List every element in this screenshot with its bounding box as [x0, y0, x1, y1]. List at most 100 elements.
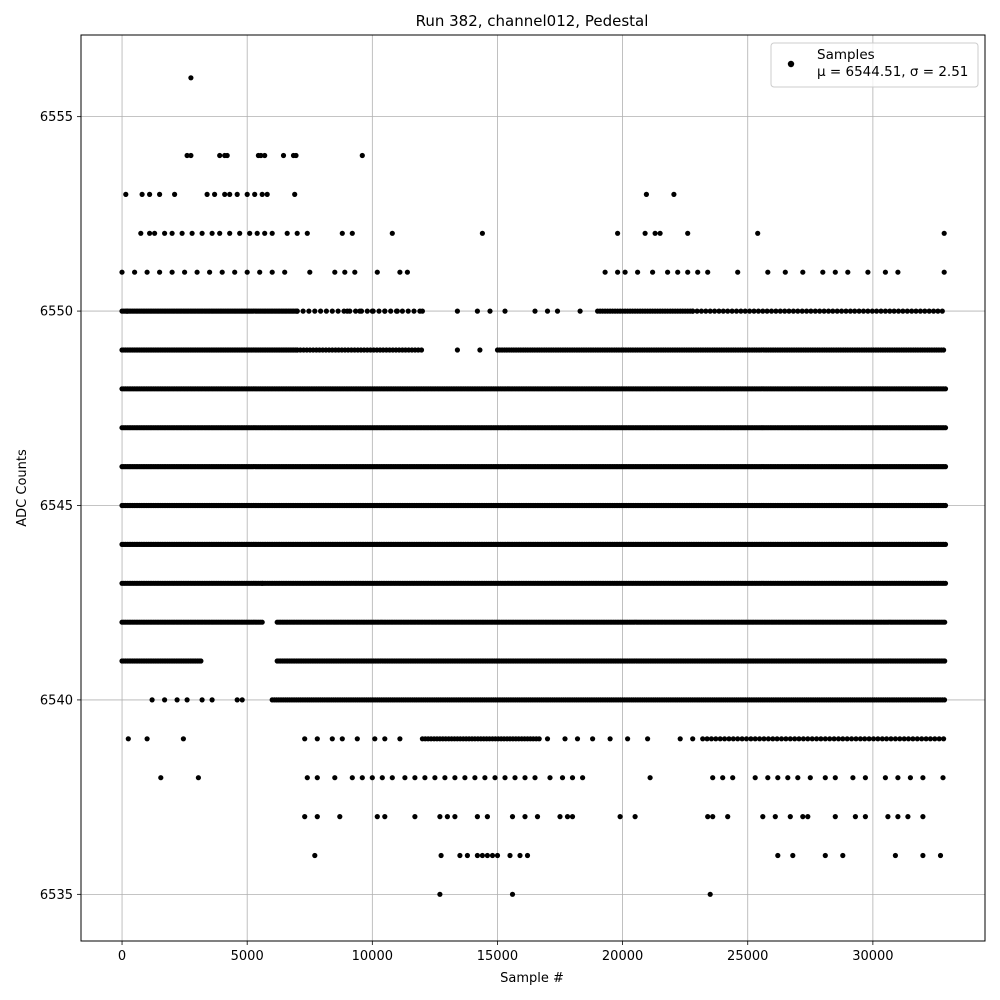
data-point	[462, 775, 468, 781]
data-point	[300, 308, 306, 314]
data-point	[517, 852, 523, 859]
data-point	[941, 347, 947, 353]
data-point	[217, 152, 223, 159]
data-point	[942, 386, 949, 392]
data-point	[532, 308, 538, 314]
data-point	[752, 775, 758, 781]
data-point	[412, 775, 418, 781]
data-point	[574, 736, 581, 742]
data-point	[755, 230, 761, 236]
data-point	[544, 736, 551, 742]
data-point	[172, 191, 178, 197]
data-point	[665, 269, 671, 275]
data-point	[157, 191, 163, 197]
data-point	[199, 230, 205, 236]
data-point	[294, 308, 300, 314]
data-point	[209, 697, 215, 703]
data-point	[219, 269, 225, 275]
data-point	[765, 269, 771, 275]
data-point	[452, 775, 458, 781]
data-point	[507, 852, 513, 859]
data-point	[615, 269, 621, 275]
data-point	[590, 736, 596, 742]
data-point	[482, 775, 488, 781]
data-point	[800, 814, 806, 820]
data-point	[179, 230, 185, 236]
data-point	[554, 308, 561, 314]
data-point	[477, 347, 483, 353]
data-point	[502, 308, 508, 314]
y-tick-label: 6540	[40, 693, 73, 708]
x-tick-label: 10000	[352, 949, 393, 964]
data-point	[244, 191, 250, 197]
data-point	[807, 775, 813, 781]
data-point	[227, 191, 233, 197]
data-point	[222, 191, 228, 197]
data-point	[632, 814, 638, 820]
data-point	[332, 775, 338, 781]
data-point	[730, 775, 736, 781]
data-point	[536, 736, 542, 742]
data-point	[547, 775, 553, 781]
data-point	[217, 230, 223, 236]
data-points	[119, 75, 949, 897]
data-point	[937, 852, 944, 859]
data-point	[337, 814, 343, 820]
data-point	[284, 230, 290, 236]
data-point	[364, 308, 370, 314]
data-point	[643, 191, 650, 197]
data-point	[454, 308, 460, 314]
data-point	[359, 152, 365, 159]
data-point	[169, 230, 175, 236]
data-point	[174, 697, 180, 703]
data-point	[212, 191, 218, 197]
data-point	[832, 269, 838, 275]
data-point	[204, 191, 210, 197]
data-point	[941, 697, 948, 703]
data-point	[399, 308, 405, 314]
data-point	[690, 736, 696, 742]
data-point	[487, 308, 493, 314]
data-point	[775, 852, 781, 859]
data-point	[332, 269, 338, 275]
data-point	[382, 736, 388, 742]
data-point	[372, 736, 378, 742]
data-point	[895, 775, 901, 781]
data-point	[188, 152, 194, 159]
data-point	[280, 152, 287, 159]
legend: Samples μ = 6544.51, σ = 2.51	[770, 42, 979, 88]
data-point	[162, 697, 168, 703]
data-point	[942, 541, 949, 548]
data-point	[832, 775, 838, 781]
data-point	[484, 814, 490, 820]
data-point	[369, 775, 375, 781]
data-point	[941, 230, 947, 236]
data-point	[805, 814, 811, 820]
data-point	[522, 814, 528, 820]
data-point	[239, 697, 245, 703]
data-point	[710, 814, 716, 820]
data-point	[314, 775, 320, 781]
data-point	[907, 775, 914, 781]
data-point	[125, 736, 131, 742]
data-point	[382, 814, 388, 820]
data-point	[942, 502, 949, 509]
data-point	[707, 891, 713, 897]
data-point	[389, 230, 395, 236]
data-point	[144, 736, 150, 742]
data-point	[180, 736, 186, 742]
data-point	[329, 308, 335, 314]
data-point	[882, 775, 889, 781]
legend-stats: μ = 6544.51, σ = 2.51	[817, 64, 968, 80]
data-point	[479, 852, 485, 859]
data-point	[492, 775, 498, 781]
data-point	[405, 308, 411, 314]
data-point	[625, 736, 631, 742]
data-point	[292, 191, 298, 197]
data-point	[388, 308, 394, 314]
data-point	[247, 230, 253, 236]
data-point	[379, 775, 385, 781]
data-point	[259, 619, 265, 625]
data-point	[509, 814, 516, 820]
data-point	[685, 269, 691, 275]
